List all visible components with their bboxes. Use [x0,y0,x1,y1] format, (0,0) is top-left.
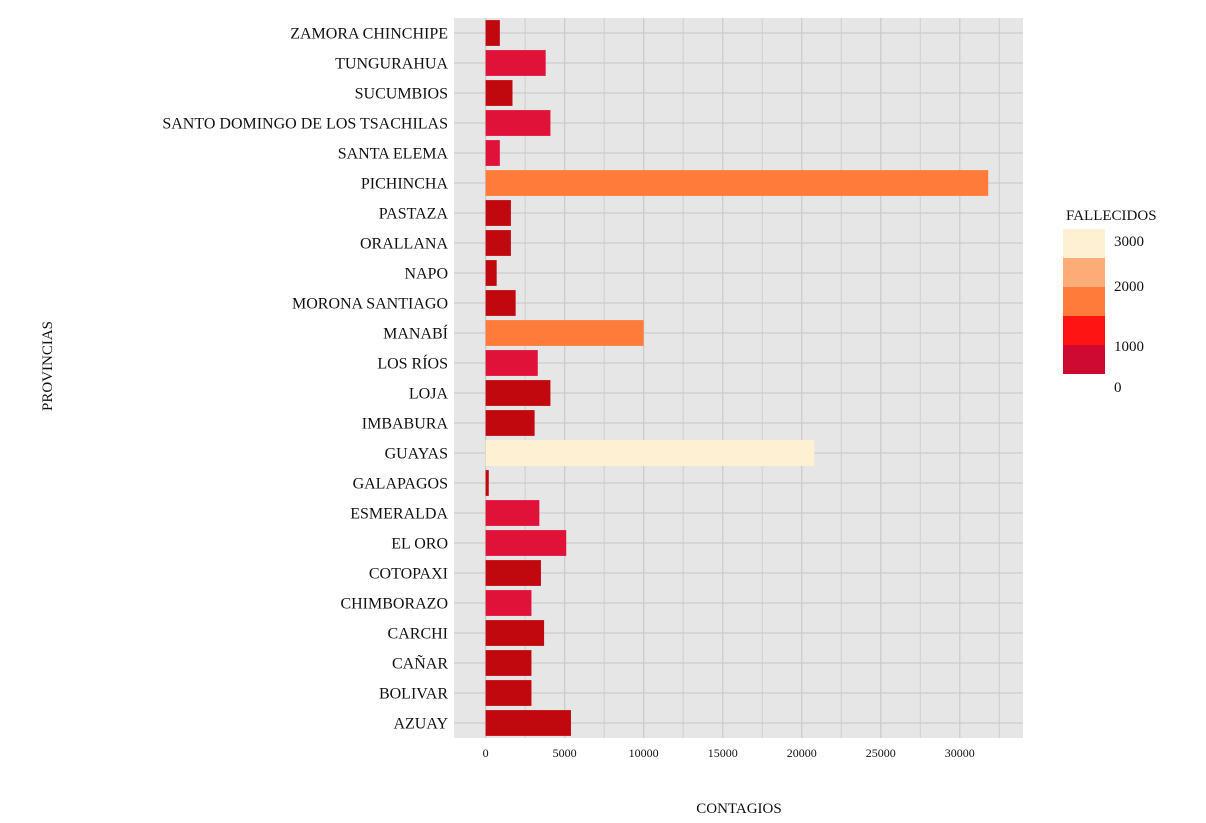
x-tick-label: 20000 [787,746,817,760]
bar-napo [485,260,497,286]
x-tick-label: 30000 [945,746,975,760]
bar-cotopaxi [485,560,541,586]
bar-zamora-chinchipe [485,20,500,46]
category-label: ORALLANA [360,236,448,253]
legend-label: 0 [1114,380,1122,396]
bar-carchi [485,620,545,646]
value-axis: 0 5000 10000 15000 20000 25000 30000 [483,746,975,760]
bar-galapagos [485,470,489,496]
category-label: PASTAZA [379,206,449,223]
bar-manab [485,320,644,346]
bar-tungurahua [485,50,546,76]
category-label: TUNGURAHUA [335,56,448,73]
category-label: CARCHI [388,626,448,643]
legend-label: 1000 [1114,339,1144,355]
legend-swatch [1063,345,1105,374]
category-label: SUCUMBIOS [355,86,448,103]
category-label: COTOPAXI [369,566,448,583]
bar-loja [485,380,551,406]
category-label: SANTA ELEMA [338,146,449,163]
x-tick-label: 15000 [708,746,738,760]
category-label: PICHINCHA [361,176,449,193]
bar-santo-domingo-de-los-tsachilas [485,110,551,136]
x-tick-label: 0 [483,746,489,760]
legend-swatch [1063,258,1105,287]
x-axis-title: CONTAGIOS [696,801,781,817]
category-label: SANTO DOMINGO DE LOS TSACHILAS [162,116,448,133]
category-label: LOJA [409,386,449,403]
category-label: ESMERALDA [350,506,448,523]
legend-title: FALLECIDOS [1066,208,1157,224]
legend-swatch [1063,229,1105,258]
bar-morona-santiago [485,290,516,316]
category-label: CHIMBORAZO [340,596,448,613]
bar-ca-ar [485,650,532,676]
x-tick-label: 25000 [866,746,896,760]
bar-santa-elema [485,140,500,166]
legend-swatch [1063,316,1105,345]
bar-orallana [485,230,511,256]
category-label: MANABÍ [383,324,448,343]
legend-label: 3000 [1114,234,1144,250]
category-label: LOS RÍOS [377,354,448,373]
legend-swatch [1063,287,1105,316]
bar-chimborazo [485,590,532,616]
category-label: MORONA SANTIAGO [292,296,448,313]
bar-bolivar [485,680,532,706]
bar-sucumbios [485,80,513,106]
category-label: GUAYAS [385,446,448,463]
category-axis: ZAMORA CHINCHIPE TUNGURAHUA SUCUMBIOS SANTO… [162,26,448,733]
plot-panel [454,18,1023,738]
category-label: CAÑAR [392,655,448,673]
category-label: IMBABURA [362,416,449,433]
legend: FALLECIDOS 3000 2000 1000 0 [1063,208,1157,396]
category-label: EL ORO [391,536,448,553]
bar-pichincha [485,170,989,196]
plot-area [454,18,1023,738]
category-label: BOLIVAR [379,686,448,703]
x-tick-label: 10000 [629,746,659,760]
category-label: NAPO [404,266,448,283]
bar-imbabura [485,410,535,436]
bar-los-r-os [485,350,538,376]
bar-pastaza [485,200,511,226]
bar-el-oro [485,530,567,556]
x-tick-label: 5000 [553,746,577,760]
bar-guayas [485,440,815,466]
category-label: GALAPAGOS [353,476,448,493]
bar-azuay [485,710,571,736]
legend-label: 2000 [1114,279,1144,295]
category-label: AZUAY [393,716,448,733]
category-label: ZAMORA CHINCHIPE [290,26,448,43]
bar-esmeralda [485,500,540,526]
y-axis-title: PROVINCIAS [40,321,56,411]
